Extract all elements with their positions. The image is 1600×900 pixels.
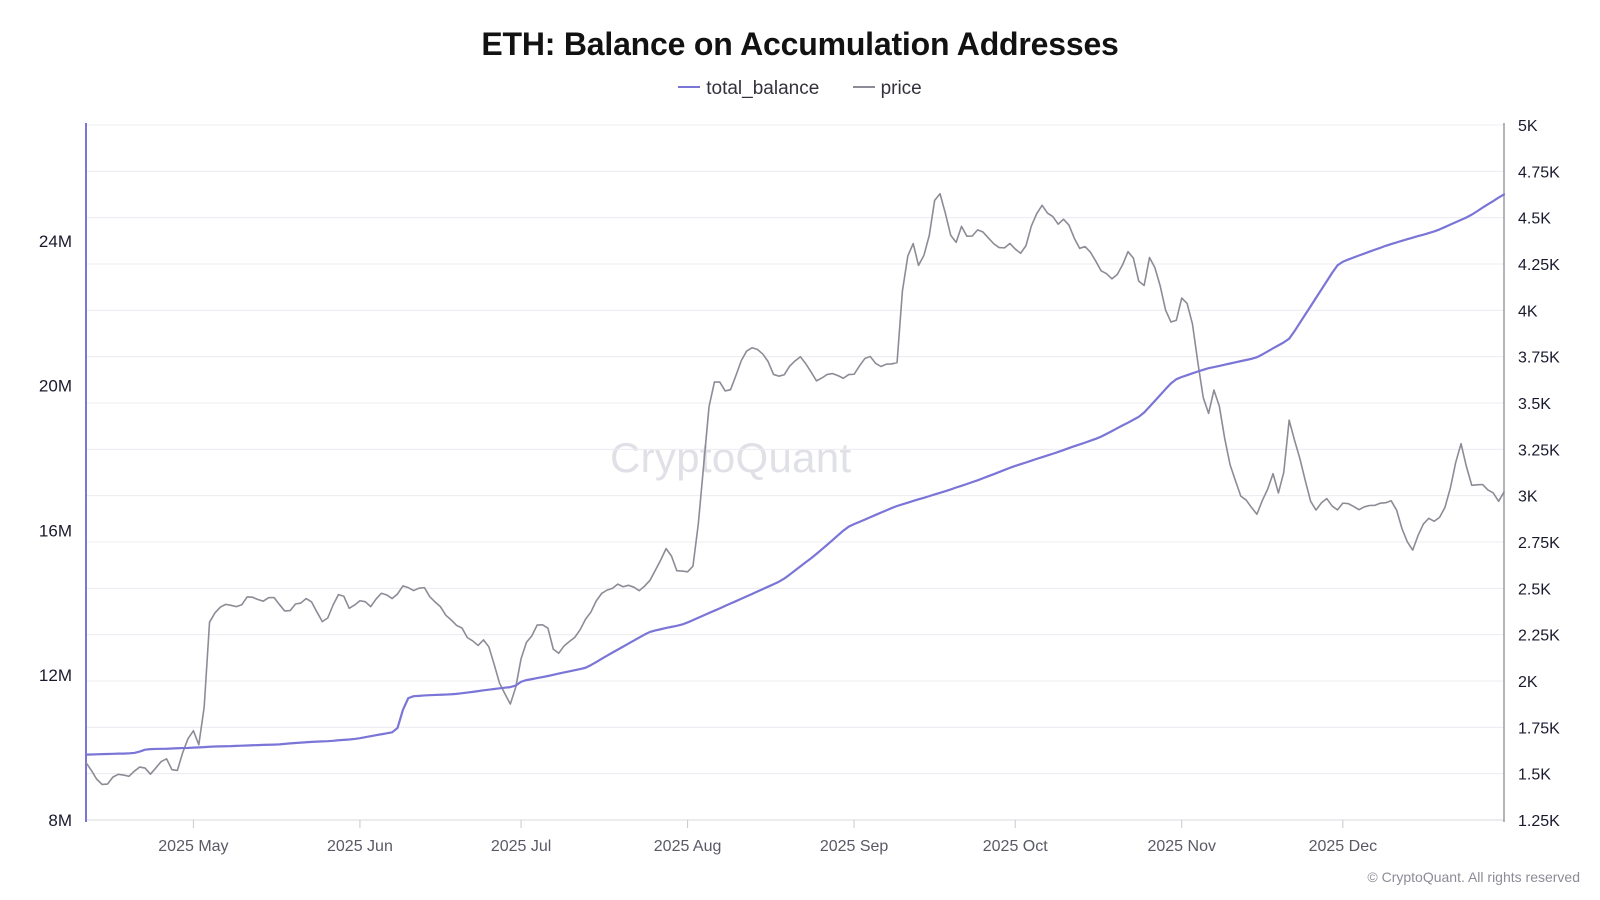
svg-text:24M: 24M [39, 232, 72, 251]
svg-text:3.25K: 3.25K [1518, 442, 1560, 459]
svg-text:2025 Dec: 2025 Dec [1309, 838, 1378, 855]
svg-text:2.25K: 2.25K [1518, 628, 1560, 645]
svg-text:12M: 12M [39, 666, 72, 685]
svg-text:2025 Nov: 2025 Nov [1147, 838, 1216, 855]
svg-text:1.75K: 1.75K [1518, 720, 1560, 737]
svg-text:4.75K: 4.75K [1518, 164, 1560, 181]
svg-text:3.75K: 3.75K [1518, 350, 1560, 367]
svg-text:4.25K: 4.25K [1518, 257, 1560, 274]
svg-text:2K: 2K [1518, 674, 1538, 691]
svg-text:3.5K: 3.5K [1518, 396, 1551, 413]
svg-text:1.25K: 1.25K [1518, 813, 1560, 830]
svg-text:3K: 3K [1518, 489, 1538, 506]
svg-text:4K: 4K [1518, 303, 1538, 320]
svg-text:16M: 16M [39, 521, 72, 540]
svg-text:2025 Oct: 2025 Oct [983, 838, 1048, 855]
svg-text:4.5K: 4.5K [1518, 211, 1551, 228]
svg-text:8M: 8M [48, 811, 72, 830]
svg-text:2025 Aug: 2025 Aug [654, 838, 722, 855]
svg-text:2025 Jul: 2025 Jul [491, 838, 552, 855]
svg-text:1.5K: 1.5K [1518, 767, 1551, 784]
svg-text:2025 Jun: 2025 Jun [327, 838, 393, 855]
svg-text:2.5K: 2.5K [1518, 581, 1551, 598]
svg-text:2025 Sep: 2025 Sep [820, 838, 889, 855]
svg-text:2025 May: 2025 May [158, 838, 228, 855]
svg-text:20M: 20M [39, 377, 72, 396]
svg-text:2.75K: 2.75K [1518, 535, 1560, 552]
svg-text:5K: 5K [1518, 118, 1538, 135]
